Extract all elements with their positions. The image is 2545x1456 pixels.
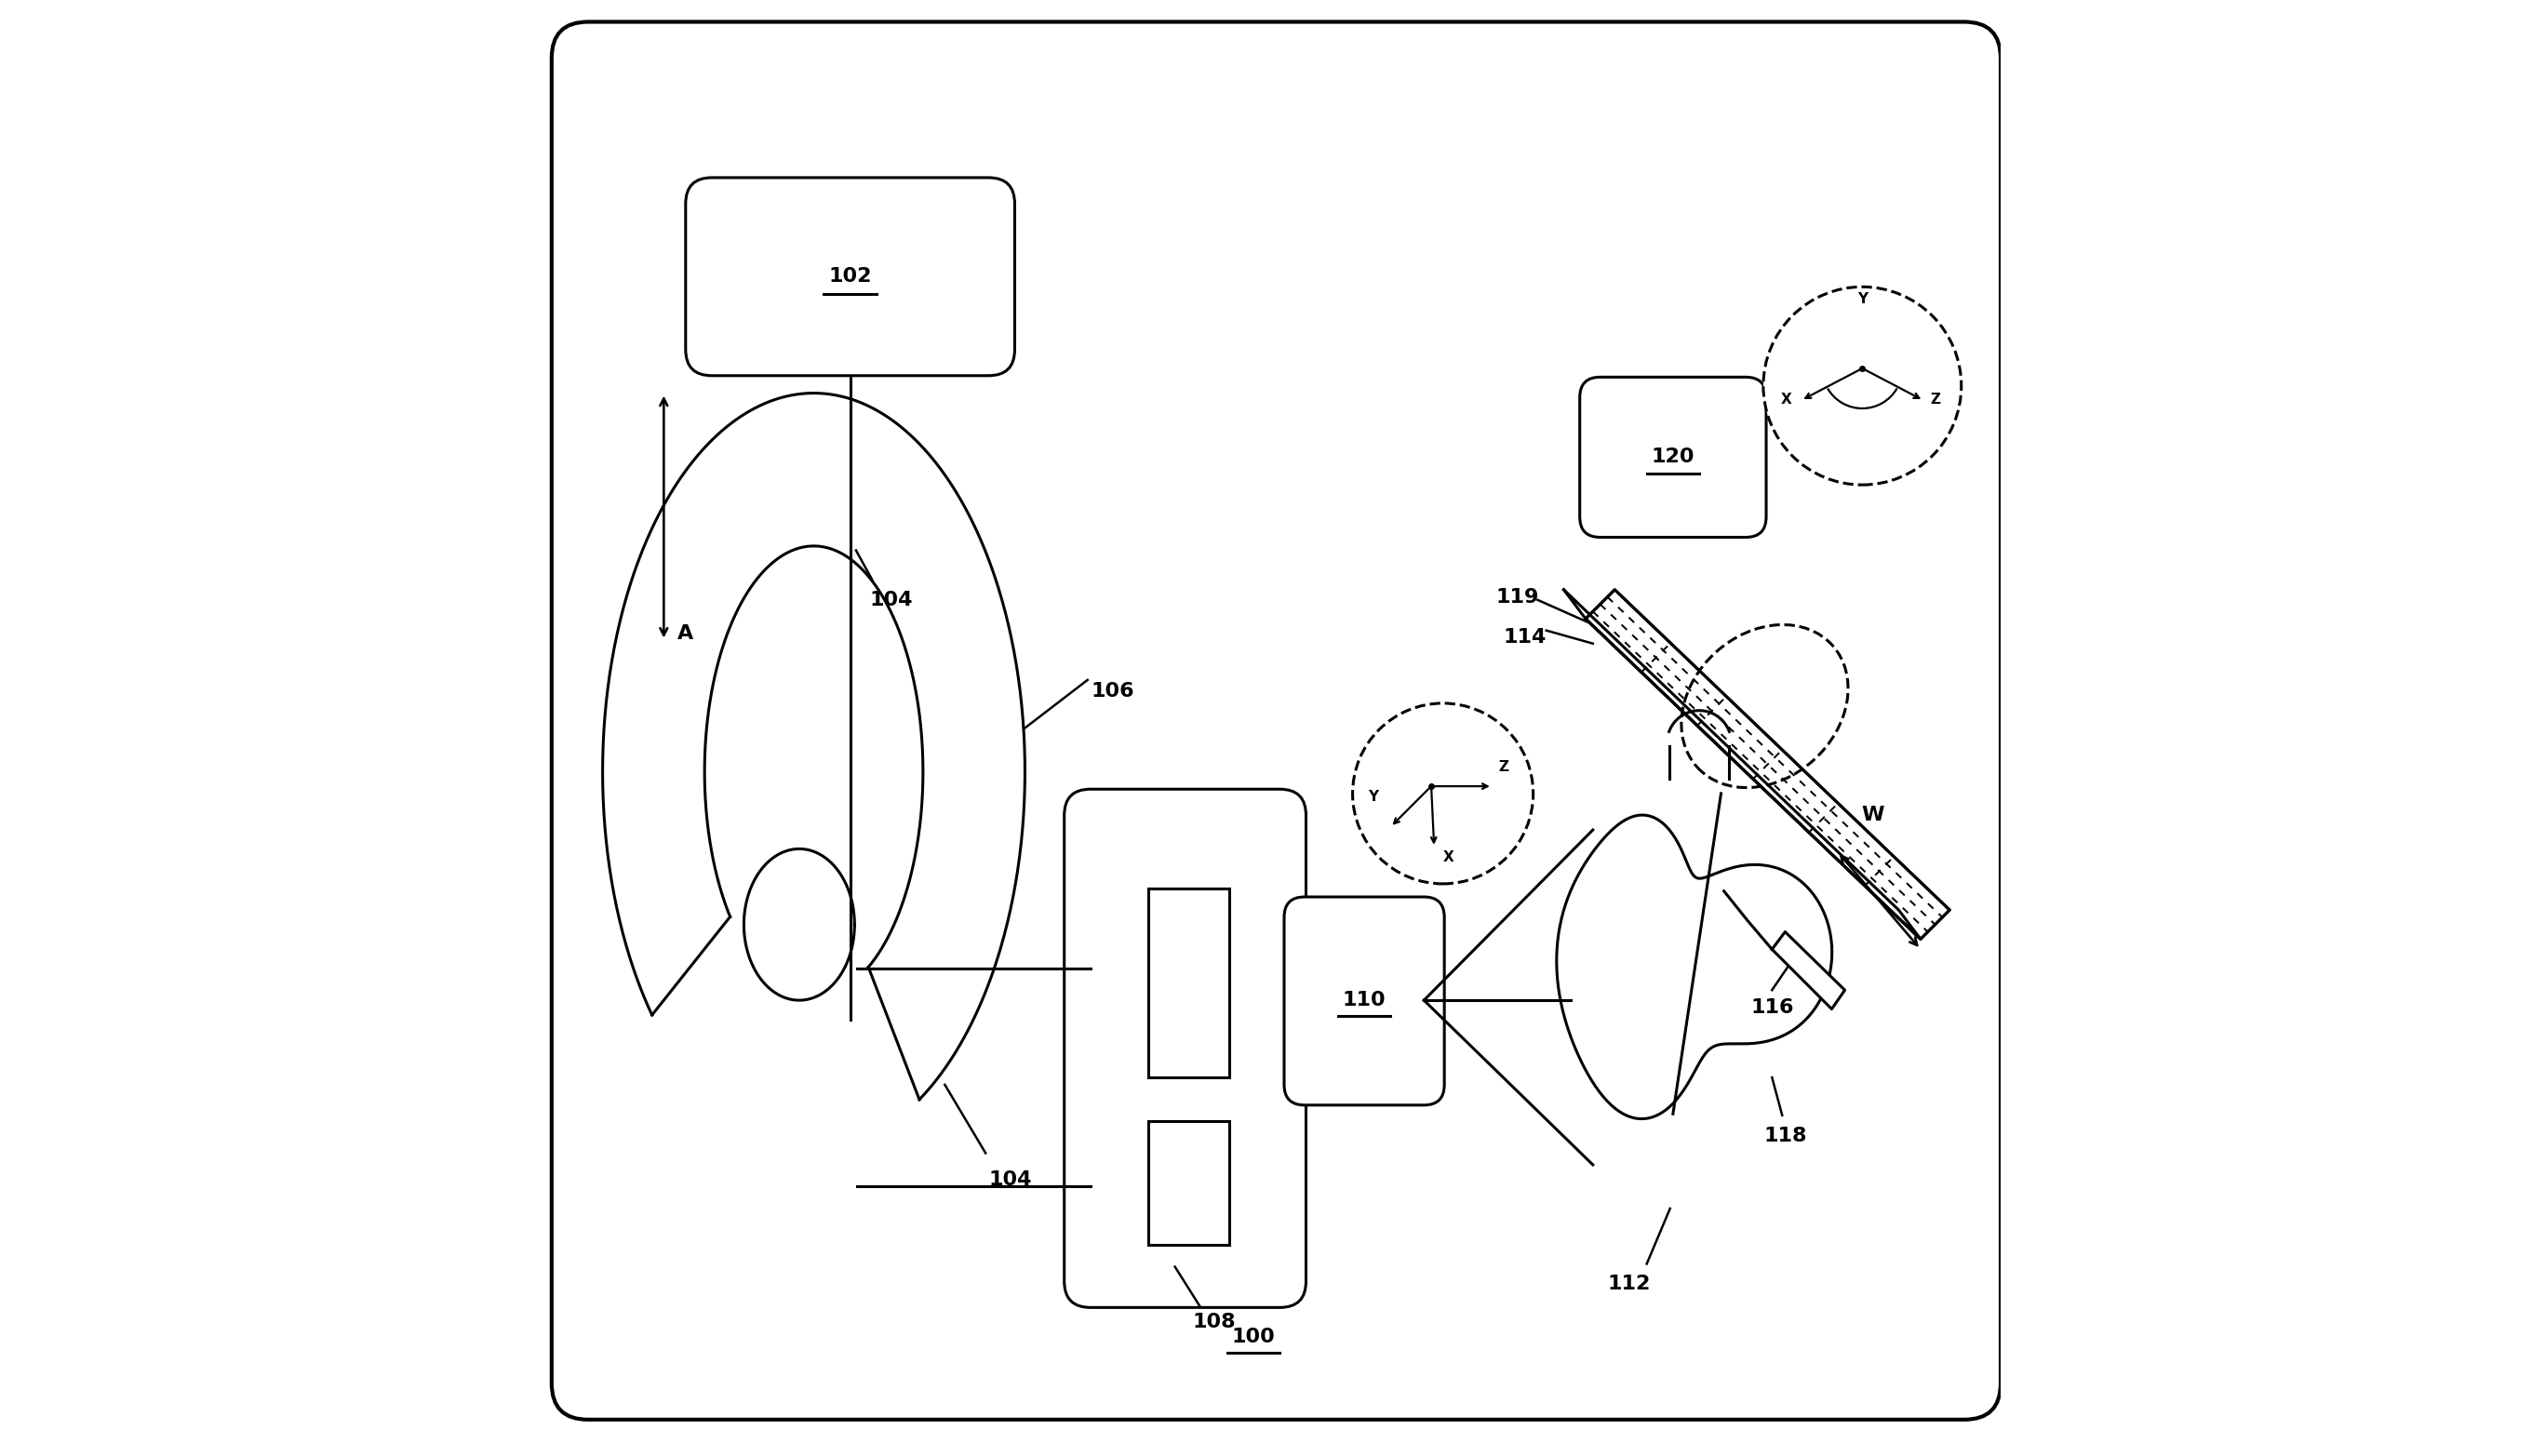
Circle shape xyxy=(1351,703,1532,884)
Text: 100: 100 xyxy=(1232,1328,1275,1345)
Bar xyxy=(1148,1121,1229,1245)
FancyBboxPatch shape xyxy=(685,178,1015,376)
Text: 104: 104 xyxy=(870,591,914,609)
Text: Z: Z xyxy=(1499,760,1509,775)
Text: 106: 106 xyxy=(1092,683,1135,700)
Text: 116: 116 xyxy=(1751,999,1794,1016)
Text: 119: 119 xyxy=(1496,588,1540,606)
Text: 102: 102 xyxy=(830,268,873,285)
FancyBboxPatch shape xyxy=(1285,897,1446,1105)
Text: 110: 110 xyxy=(1344,992,1387,1009)
Text: X: X xyxy=(1781,392,1792,406)
Text: 112: 112 xyxy=(1608,1275,1652,1293)
Bar xyxy=(1148,888,1229,1077)
Circle shape xyxy=(1764,287,1962,485)
Text: 108: 108 xyxy=(1194,1313,1237,1331)
Text: Z: Z xyxy=(1929,392,1939,406)
Polygon shape xyxy=(1771,932,1845,1009)
Text: 118: 118 xyxy=(1764,1127,1807,1144)
Polygon shape xyxy=(1586,590,1949,939)
Text: X: X xyxy=(1443,850,1453,865)
FancyBboxPatch shape xyxy=(552,22,2000,1420)
Text: A: A xyxy=(677,625,695,642)
Text: Y: Y xyxy=(1367,789,1379,804)
Text: 104: 104 xyxy=(990,1171,1033,1188)
FancyBboxPatch shape xyxy=(1580,377,1766,537)
Text: 120: 120 xyxy=(1652,448,1695,466)
Text: Y: Y xyxy=(1858,291,1868,306)
Text: 114: 114 xyxy=(1504,629,1545,646)
Text: W: W xyxy=(1860,807,1883,824)
FancyBboxPatch shape xyxy=(1064,789,1306,1307)
